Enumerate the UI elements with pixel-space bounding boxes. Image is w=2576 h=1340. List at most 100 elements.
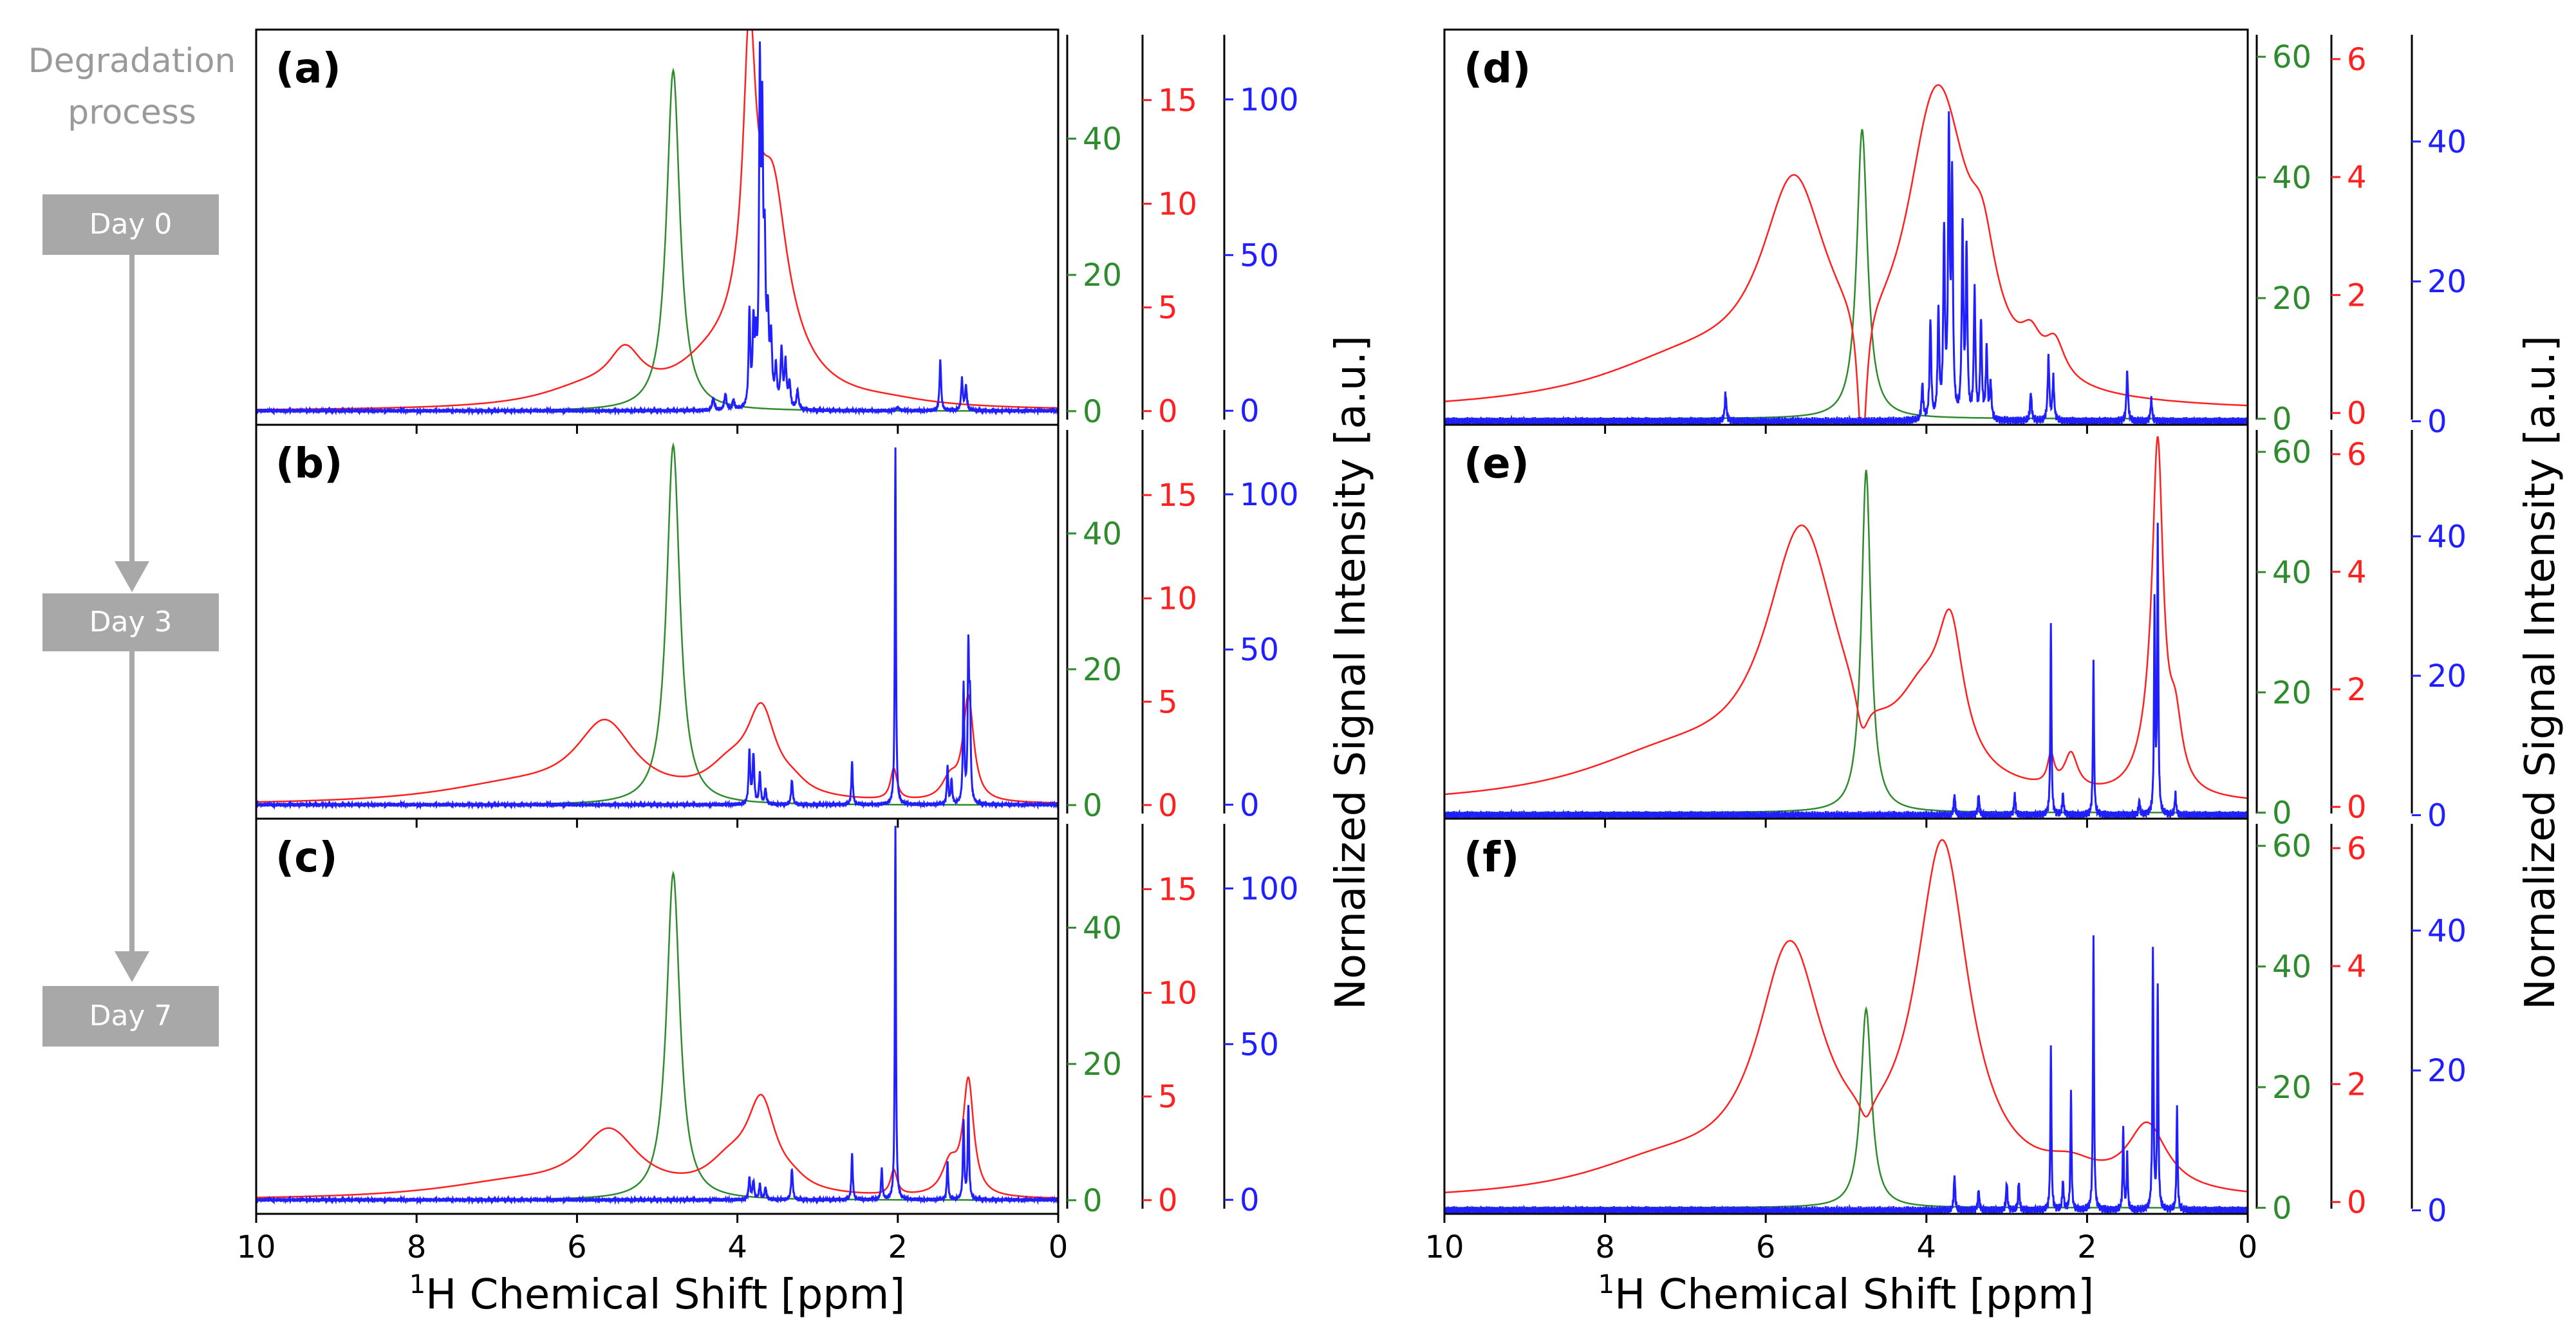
y-axis-title-right: Nornalized Signal Intensity [a.u.] <box>2517 335 2564 1010</box>
series-e-red <box>1444 436 2248 799</box>
tick-label-d-green-60: 60 <box>2272 39 2311 75</box>
series-f-blue <box>1444 935 2248 1214</box>
arrow-head-2 <box>115 951 149 982</box>
panel-c-label: (c) <box>275 834 337 882</box>
tick-label-f-green-20: 20 <box>2272 1070 2311 1106</box>
panel-d-frame <box>1443 28 2249 426</box>
tick-label-b-red-0: 0 <box>1158 788 1178 824</box>
process-title-line1: Degradation <box>28 42 236 80</box>
y-axis-title-left: Nornalized Signal Intensity [a.u.] <box>1327 335 1375 1010</box>
series-b-green <box>256 442 1058 806</box>
tick-label-b-green-0: 0 <box>1083 788 1103 824</box>
tick-label-a-red-15: 15 <box>1158 83 1197 119</box>
tick-label-a-green-20: 20 <box>1083 257 1122 293</box>
series-b-blue <box>256 447 1058 810</box>
x-tick-label-f-8: 8 <box>1595 1229 1615 1265</box>
x-axis-title-right-main: H Chemical Shift [ppm] <box>1614 1271 2094 1319</box>
step-label-day3: Day 3 <box>89 606 173 638</box>
x-tick-label-f-6: 6 <box>1756 1229 1776 1265</box>
x-tick-label-c-2: 2 <box>888 1229 908 1265</box>
series-d-red <box>1444 84 2248 425</box>
series-e-blue <box>1444 523 2248 819</box>
tick-label-b-green-20: 20 <box>1083 652 1122 688</box>
panel-a-label: (a) <box>275 45 341 93</box>
arrow-head-1 <box>115 561 149 592</box>
panel-a-plot <box>256 30 1058 416</box>
series-e-green <box>1444 469 2248 814</box>
process-title-line2: process <box>68 93 196 132</box>
x-axis-title-left-sup: 1 <box>409 1270 425 1299</box>
tick-label-c-blue-50: 50 <box>1240 1027 1279 1063</box>
tick-label-b-red-15: 15 <box>1158 478 1197 514</box>
panel-e-frame <box>1443 423 2249 820</box>
tick-label-e-green-40: 40 <box>2272 555 2311 591</box>
x-axis-title-right: 1H Chemical Shift [ppm] <box>1598 1270 2095 1319</box>
tick-label-d-red-0: 0 <box>2347 396 2367 432</box>
tick-label-e-green-0: 0 <box>2272 796 2292 832</box>
tick-label-f-red-4: 4 <box>2347 949 2367 985</box>
series-b-red <box>256 694 1058 804</box>
tick-label-c-red-10: 10 <box>1158 976 1197 1012</box>
tick-label-e-red-4: 4 <box>2347 554 2367 590</box>
tick-label-f-green-60: 60 <box>2272 828 2311 864</box>
tick-label-e-red-0: 0 <box>2347 790 2367 826</box>
tick-label-a-red-10: 10 <box>1158 187 1197 223</box>
tick-label-c-blue-100: 100 <box>1240 871 1299 907</box>
tick-label-d-red-6: 6 <box>2347 42 2367 78</box>
tick-label-d-blue-20: 20 <box>2427 264 2467 300</box>
x-tick-label-c-6: 6 <box>567 1229 587 1265</box>
tick-label-e-red-6: 6 <box>2347 437 2367 473</box>
tick-label-a-blue-0: 0 <box>1240 393 1260 429</box>
panel-f-plot <box>1444 839 2248 1214</box>
tick-label-d-red-4: 4 <box>2347 160 2367 196</box>
tick-label-d-green-0: 0 <box>2272 402 2292 438</box>
series-f-red <box>1444 839 2248 1194</box>
tick-label-a-blue-50: 50 <box>1240 237 1279 274</box>
series-a-green <box>256 67 1058 412</box>
panel-f-label: (f) <box>1464 834 1519 882</box>
x-axis-title-left-main: H Chemical Shift [ppm] <box>425 1271 905 1319</box>
step-box-day0 <box>42 194 219 255</box>
tick-label-c-green-40: 40 <box>1083 910 1122 946</box>
degradation-process: Degradation process Day 0 Day 3 Day 7 <box>28 42 236 1047</box>
panel-b-plot <box>256 442 1058 810</box>
tick-label-d-green-20: 20 <box>2272 281 2311 317</box>
series-c-red <box>256 1076 1058 1199</box>
step-box-day3 <box>42 593 219 651</box>
tick-label-c-red-5: 5 <box>1158 1079 1178 1115</box>
step-label-day7: Day 7 <box>89 1000 173 1032</box>
tick-label-c-green-20: 20 <box>1083 1047 1122 1083</box>
x-tick-label-f-4: 4 <box>1917 1229 1937 1265</box>
panel-a-frame <box>255 28 1059 426</box>
tick-label-e-blue-40: 40 <box>2427 519 2467 555</box>
tick-label-f-blue-20: 20 <box>2427 1053 2467 1089</box>
panel-b-label: (b) <box>275 440 342 488</box>
tick-label-e-green-20: 20 <box>2272 675 2311 711</box>
panel-c-plot <box>256 826 1058 1205</box>
tick-label-a-blue-100: 100 <box>1240 82 1299 118</box>
tick-label-c-green-0: 0 <box>1083 1183 1103 1219</box>
tick-label-e-blue-0: 0 <box>2427 798 2447 834</box>
panel-e-plot <box>1444 436 2248 819</box>
panels: (a)02040051015050100(b)02040051015050100… <box>236 28 2467 1265</box>
panel-b-frame <box>255 423 1059 820</box>
tick-label-b-red-5: 5 <box>1158 684 1178 720</box>
panel-d-label: (d) <box>1464 45 1531 93</box>
x-tick-label-c-4: 4 <box>727 1229 747 1265</box>
tick-label-a-green-40: 40 <box>1083 121 1122 157</box>
x-tick-label-f-2: 2 <box>2077 1229 2097 1265</box>
x-axis-title-left: 1H Chemical Shift [ppm] <box>409 1270 906 1319</box>
tick-label-b-blue-50: 50 <box>1240 632 1279 668</box>
panel-c-frame <box>255 817 1059 1215</box>
x-tick-label-f-0: 0 <box>2238 1229 2258 1265</box>
tick-label-c-red-15: 15 <box>1158 872 1197 908</box>
tick-label-b-blue-100: 100 <box>1240 477 1299 513</box>
x-tick-label-c-0: 0 <box>1049 1229 1069 1265</box>
series-a-red <box>256 30 1058 411</box>
x-tick-label-c-10: 10 <box>236 1229 275 1265</box>
